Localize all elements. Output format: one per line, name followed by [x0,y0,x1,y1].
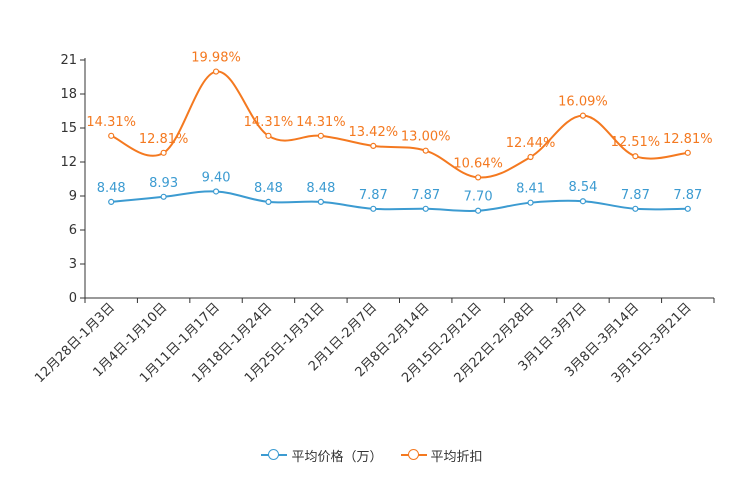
data-label: 8.41 [516,182,545,197]
data-point [265,198,272,205]
legend-item-price[interactable]: 平均价格（万） [261,446,383,465]
y-tick-label: 9 [69,189,77,204]
data-label: 16.09% [558,95,608,110]
data-label: 9.40 [202,170,231,185]
data-label: 14.31% [86,115,136,130]
legend-item-discount[interactable]: 平均折扣 [400,446,483,465]
legend-swatch-discount [400,448,427,462]
data-label: 8.93 [149,176,178,191]
data-point [370,205,377,212]
data-label: 7.87 [673,188,702,203]
data-point [370,142,377,150]
data-label: 8.54 [568,180,597,195]
data-point [422,205,429,212]
series-line-1 [110,70,688,179]
data-point [160,193,167,200]
data-point [632,205,639,212]
data-label: 12.44% [506,136,556,151]
data-point [579,112,587,119]
data-label: 13.42% [349,125,399,140]
data-point [212,68,220,75]
data-point [317,132,324,139]
data-label: 7.87 [411,188,440,203]
data-point [527,153,534,161]
data-point [422,147,429,154]
y-tick-label: 15 [60,121,77,136]
data-point [475,207,482,214]
data-label: 7.70 [464,190,493,205]
data-point [265,132,272,139]
data-point [632,153,639,160]
data-label: 19.98% [191,51,241,66]
data-point [317,198,324,205]
data-label: 12.81% [663,132,713,147]
data-label: 8.48 [97,181,126,196]
data-label: 14.31% [244,115,294,130]
data-point [108,132,115,139]
y-tick-label: 18 [60,87,77,102]
data-label: 10.64% [453,156,503,171]
data-label: 7.87 [359,188,388,203]
data-label: 12.51% [611,135,661,150]
data-point [579,198,587,205]
legend: 平均价格（万） 平均折扣 [0,444,744,466]
legend-label-discount: 平均折扣 [430,449,483,465]
y-tick-label: 0 [69,291,77,306]
legend-swatch-price [261,448,288,462]
legend-label-price: 平均价格（万） [291,449,383,465]
data-label: 8.48 [306,181,335,196]
data-label: 14.31% [296,115,346,130]
data-label: 12.81% [139,132,189,147]
y-tick-label: 6 [69,223,77,238]
series-line-0 [111,190,688,212]
data-point [527,199,534,206]
data-point [212,188,220,195]
data-point [684,205,691,212]
y-tick-label: 3 [69,257,77,272]
data-label: 13.00% [401,130,451,145]
y-tick-label: 21 [60,53,77,68]
data-label: 8.48 [254,181,283,196]
data-point [108,198,115,205]
y-tick-label: 12 [60,155,77,170]
data-label: 7.87 [621,188,650,203]
data-point [160,149,167,156]
data-point [475,174,482,181]
data-point [684,149,691,156]
